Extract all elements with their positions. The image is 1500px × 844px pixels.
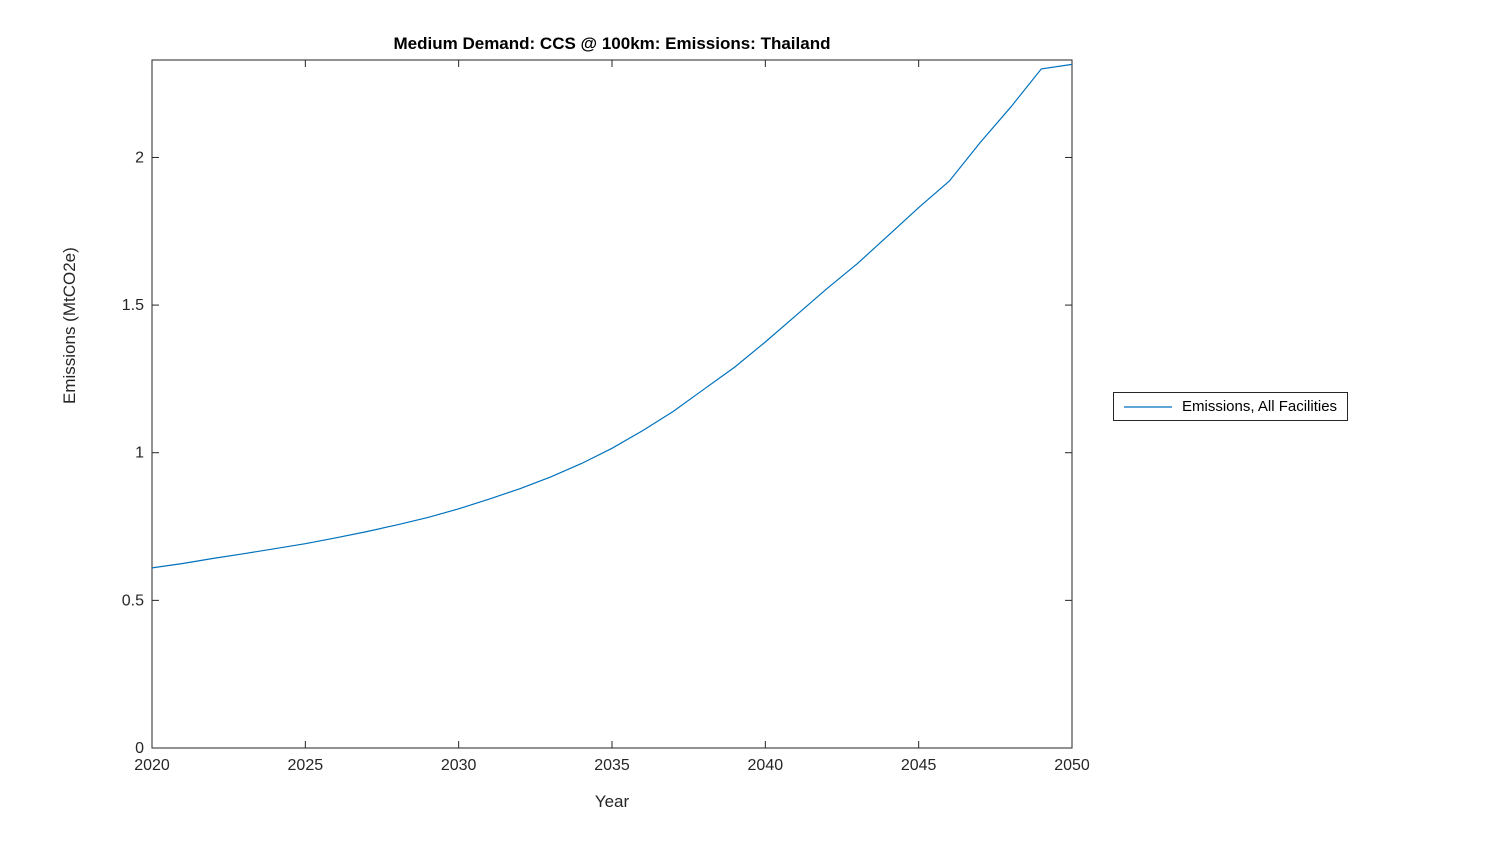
y-tick-label: 1.5 — [122, 297, 144, 314]
x-tick-label: 2040 — [748, 757, 784, 774]
chart-title: Medium Demand: CCS @ 100km: Emissions: T… — [393, 34, 831, 53]
y-tick-label: 2 — [135, 149, 144, 166]
x-tick-label: 2020 — [134, 757, 170, 774]
axes-box — [151, 59, 1073, 749]
y-tick-label: 0.5 — [122, 592, 144, 609]
legend: Emissions, All Facilities — [1113, 392, 1349, 421]
y-tick-label: 0 — [135, 740, 144, 757]
x-tick-label: 2030 — [441, 757, 477, 774]
x-tick-label: 2045 — [901, 757, 937, 774]
x-tick-label: 2035 — [594, 757, 630, 774]
legend-label: Emissions, All Facilities — [1182, 398, 1338, 415]
x-tick-label: 2025 — [288, 757, 324, 774]
y-tick-label: 1 — [135, 445, 144, 462]
x-axis-label: Year — [594, 792, 630, 811]
series-line — [151, 63, 1073, 569]
legend-line-sample-icon — [1124, 405, 1172, 408]
x-tick-label: 2050 — [1054, 757, 1090, 774]
